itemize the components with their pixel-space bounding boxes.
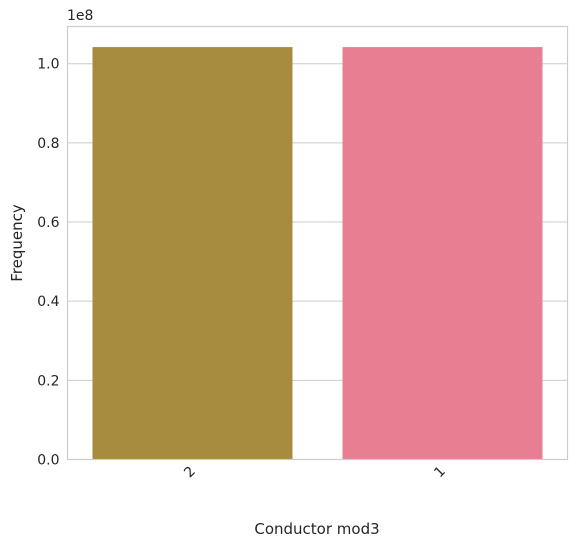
bar-1 [342, 47, 543, 460]
y-tick-label: 0.8 [37, 136, 59, 152]
y-tick-label: 0.4 [37, 294, 59, 310]
x-axis-label: Conductor mod3 [254, 520, 379, 538]
y-axis-ticks: 0.0 0.2 0.4 0.6 0.8 1.0 [37, 57, 59, 469]
x-tick-label: 2 [181, 463, 199, 481]
y-tick-label: 0.0 [37, 453, 59, 469]
x-tick-label: 1 [431, 463, 449, 481]
bar-2 [92, 47, 293, 460]
y-tick-label: 1.0 [37, 57, 59, 73]
y-tick-label: 0.2 [37, 373, 59, 389]
y-tick-label: 0.6 [37, 215, 59, 231]
y-offset-label: 1e8 [67, 8, 93, 24]
plot-frame [66, 25, 569, 461]
y-axis-label: Frequency [8, 204, 26, 282]
bars [92, 47, 543, 460]
